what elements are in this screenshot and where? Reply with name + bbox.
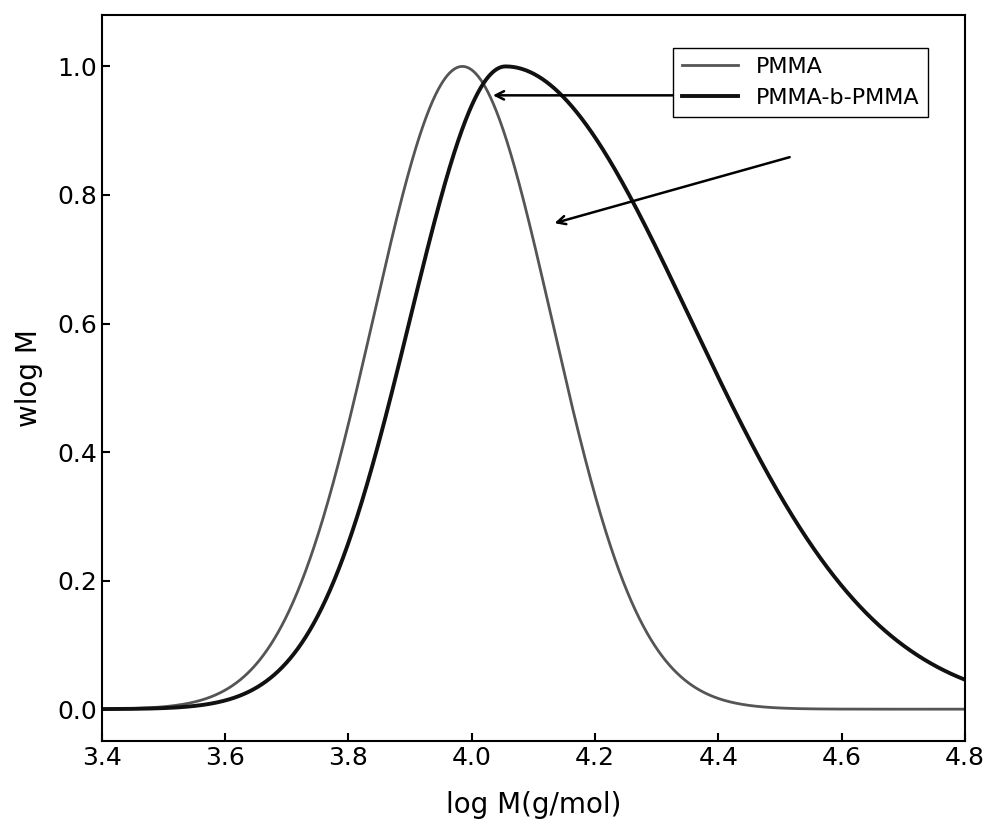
PMMA bbox=[194, 696, 206, 706]
PMMA-b-PMMA bbox=[959, 675, 971, 685]
PMMA-b-PMMA bbox=[464, 104, 476, 114]
PMMA-b-PMMA bbox=[942, 667, 954, 677]
Line: PMMA: PMMA bbox=[102, 67, 965, 709]
PMMA-b-PMMA bbox=[245, 686, 257, 696]
PMMA bbox=[464, 64, 476, 74]
PMMA bbox=[942, 704, 954, 714]
PMMA-b-PMMA bbox=[500, 62, 512, 72]
PMMA-b-PMMA bbox=[96, 704, 108, 714]
PMMA bbox=[427, 96, 439, 106]
PMMA bbox=[849, 704, 861, 714]
Line: PMMA-b-PMMA: PMMA-b-PMMA bbox=[102, 67, 965, 709]
PMMA bbox=[245, 665, 257, 675]
PMMA-b-PMMA bbox=[849, 596, 861, 606]
PMMA bbox=[456, 62, 468, 72]
Legend: PMMA, PMMA-b-PMMA: PMMA, PMMA-b-PMMA bbox=[673, 48, 928, 117]
PMMA-b-PMMA bbox=[194, 701, 206, 711]
X-axis label: log M(g/mol): log M(g/mol) bbox=[446, 791, 621, 819]
PMMA bbox=[959, 704, 971, 714]
Y-axis label: wlog M: wlog M bbox=[15, 329, 43, 427]
PMMA bbox=[96, 704, 108, 714]
PMMA-b-PMMA bbox=[427, 224, 439, 234]
